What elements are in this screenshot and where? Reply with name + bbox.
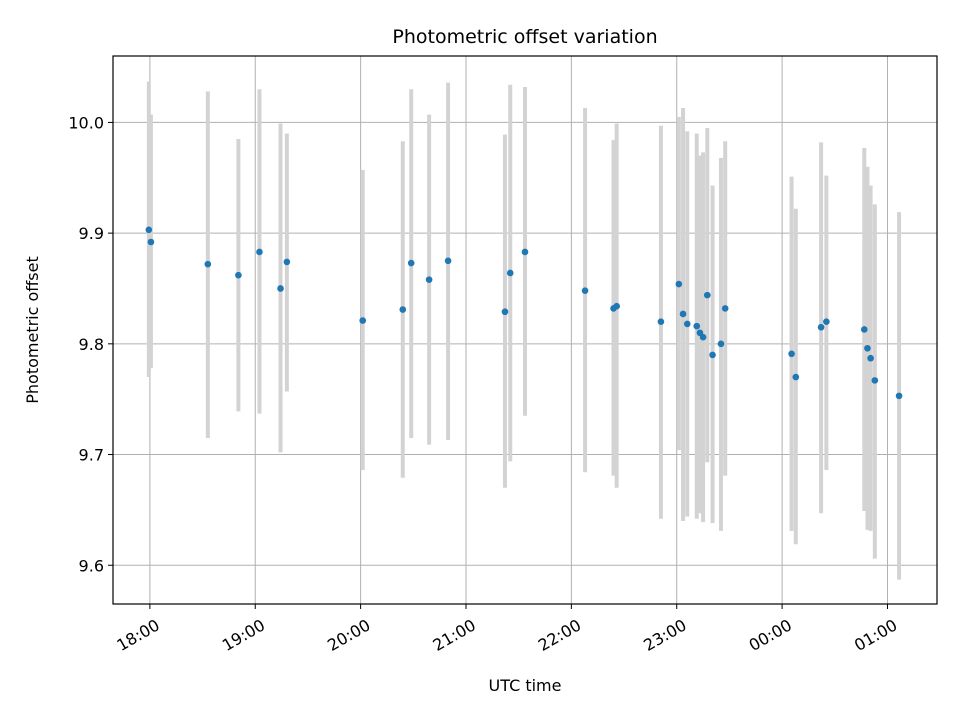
data-point: [613, 302, 620, 310]
data-point: [147, 238, 155, 246]
data-point: [871, 377, 879, 384]
data-point: [717, 340, 725, 348]
data-point: [425, 276, 433, 283]
data-point: [788, 350, 795, 358]
y-tick-label: 9.7: [79, 446, 104, 465]
data-point: [283, 258, 291, 266]
y-tick-label: 9.9: [79, 224, 104, 243]
data-point: [693, 322, 701, 330]
y-tick-label: 9.8: [79, 335, 104, 354]
data-point: [675, 280, 683, 288]
data-point: [256, 248, 263, 256]
data-point: [699, 333, 707, 341]
data-point: [359, 317, 367, 324]
data-point: [277, 285, 284, 292]
data-point: [204, 260, 212, 268]
y-tick-label: 10.0: [68, 113, 104, 132]
data-point: [792, 373, 800, 381]
data-point: [860, 326, 868, 333]
data-point: [145, 226, 153, 234]
y-axis-label: Photometric offset: [23, 256, 42, 404]
data-point: [864, 344, 871, 352]
data-point: [817, 323, 825, 331]
data-point: [399, 306, 407, 313]
data-point: [683, 320, 691, 328]
data-point: [521, 248, 529, 256]
data-point: [501, 308, 509, 316]
y-tick-label: 9.6: [79, 556, 104, 575]
data-point: [895, 392, 903, 400]
data-point: [657, 318, 665, 325]
data-point: [444, 257, 452, 265]
y-axis-ticks: 9.6 9.7 9.8 9.9 10.0: [68, 113, 113, 575]
data-point: [823, 318, 830, 325]
data-point: [721, 305, 729, 312]
data-point: [867, 354, 874, 362]
plot-frame: [112, 55, 938, 605]
data-point: [703, 291, 711, 299]
data-point: [679, 310, 687, 318]
chart-title: Photometric offset variation: [392, 26, 657, 48]
data-points: [145, 226, 903, 400]
data-point: [581, 287, 589, 294]
x-axis-label: UTC time: [489, 676, 562, 695]
data-point: [407, 259, 415, 267]
data-point: [709, 351, 716, 359]
data-point: [506, 269, 514, 277]
data-point: [235, 271, 242, 279]
